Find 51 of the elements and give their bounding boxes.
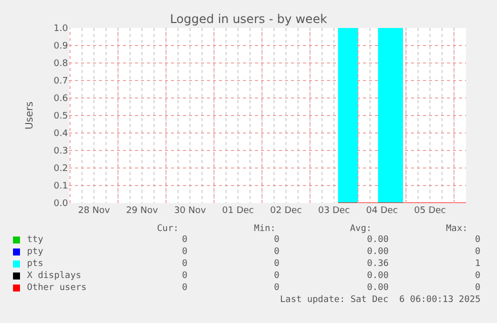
text: 0	[274, 247, 280, 257]
y-tick-label: 1.0	[54, 24, 68, 34]
y-tick-label: 0.8	[54, 59, 68, 70]
text: 0	[475, 271, 480, 281]
text: Min:	[254, 224, 276, 234]
text: 0	[274, 283, 280, 293]
x-tick-label: 28 Nov	[78, 206, 111, 216]
x-tick-label: 01 Dec	[222, 206, 254, 216]
chart-title: Logged in users - by week	[170, 12, 328, 26]
text: 0	[182, 247, 188, 257]
x-tick-label: 03 Dec	[318, 206, 350, 216]
x-tick-label: 05 Dec	[414, 206, 446, 216]
text: 0.00	[367, 271, 389, 281]
y-tick-label: 0.1	[54, 182, 68, 192]
text: 0.00	[367, 235, 389, 245]
text: 0	[475, 247, 480, 257]
text: 0	[475, 235, 480, 245]
y-axis-title: Users	[24, 101, 36, 130]
y-tick-label: 0.7	[54, 76, 68, 87]
y-tick-label: 0.5	[54, 112, 68, 122]
text: 0	[274, 259, 280, 269]
legend-label: pts	[27, 259, 44, 269]
text: 0.36	[367, 259, 389, 269]
y-tick-label: 0.9	[54, 42, 68, 52]
text: 0	[475, 283, 480, 293]
text: 0	[182, 271, 188, 281]
y-tick-label: 0.4	[54, 129, 68, 140]
text: 0.00	[367, 247, 389, 257]
legend-label: X displays	[27, 271, 82, 281]
legend-label: pty	[27, 247, 44, 257]
y-tick-label: 0.3	[54, 146, 68, 157]
text: 0.00	[367, 283, 389, 293]
text: Avg:	[350, 224, 372, 234]
legend-label: tty	[27, 235, 44, 245]
text: 1	[475, 259, 480, 269]
y-tick-label: 0.2	[54, 164, 68, 174]
legend-label: Other users	[27, 283, 87, 293]
text: Cur:	[157, 224, 179, 234]
text: 0	[182, 235, 188, 245]
text: Last update: Sat Dec 6 06:00:13 2025	[280, 295, 480, 305]
x-tick-label: 04 Dec	[366, 206, 398, 216]
x-tick-label: 29 Nov	[126, 206, 159, 216]
text: 0	[182, 283, 188, 293]
y-tick-label: 0.6	[54, 94, 68, 104]
text: Max:	[446, 224, 468, 234]
y-tick-label: 0.0	[54, 199, 68, 210]
text: 0	[274, 235, 280, 245]
text: 0	[182, 259, 188, 269]
x-tick-label: 02 Dec	[270, 206, 302, 216]
x-tick-label: 30 Nov	[174, 206, 207, 216]
text: 0	[274, 271, 280, 281]
